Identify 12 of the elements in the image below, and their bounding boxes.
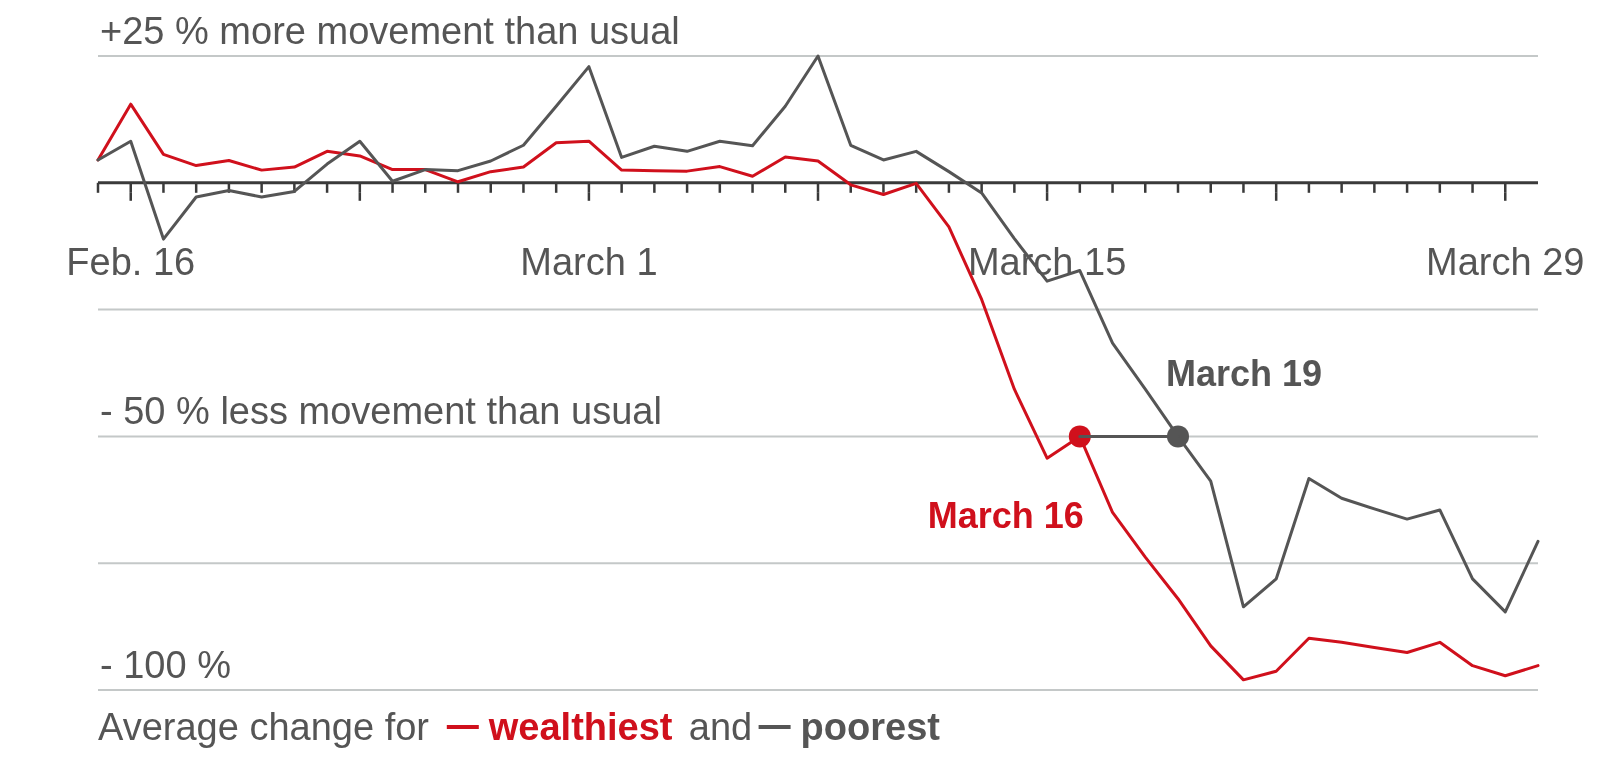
legend-label: wealthiest bbox=[487, 706, 673, 748]
x-tick-label: March 1 bbox=[520, 240, 658, 283]
legend-title: Average change for bbox=[98, 706, 430, 748]
text: and bbox=[688, 706, 753, 748]
y-tick-label: - 100 % bbox=[100, 644, 231, 686]
legend-label: poorest bbox=[800, 706, 941, 748]
x-tick-label: March 29 bbox=[1426, 240, 1585, 283]
annotation: March 16 bbox=[927, 495, 1084, 537]
y-tick-label: - 50 % less movement than usual bbox=[100, 390, 662, 433]
annotation: March 19 bbox=[1166, 353, 1323, 395]
x-tick-label: Feb. 16 bbox=[66, 240, 196, 283]
y-tick-label: +25 % more movement than usual bbox=[100, 10, 680, 52]
